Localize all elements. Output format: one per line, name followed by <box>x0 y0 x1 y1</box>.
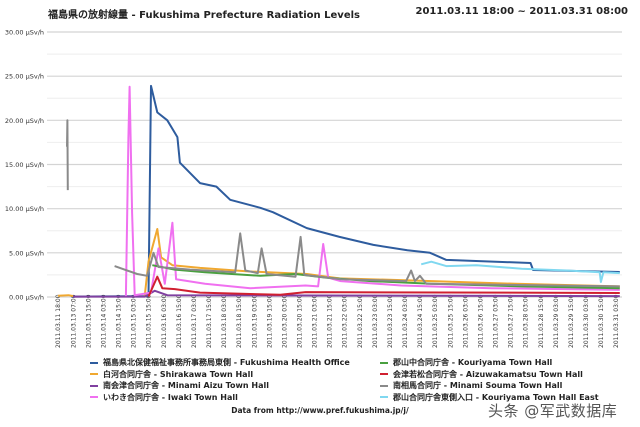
x-tick-label: 2011.03.21 15:00 <box>327 294 334 348</box>
x-tick-label: 2011.03.16 03:00 <box>161 294 168 348</box>
x-tick-label: 2011.03.23 15:00 <box>387 294 394 348</box>
legend-item: 南会津合同庁舎 - Minami Aizu Town Hall <box>90 380 269 391</box>
series-line-0 <box>71 84 620 298</box>
series-line-7 <box>420 260 620 283</box>
legend-item: 郡山中合同庁舎 - Kouriyama Town Hall <box>380 357 552 368</box>
x-tick-label: 2011.03.13 15:00 <box>85 294 92 348</box>
legend-swatch <box>380 373 388 375</box>
x-tick-label: 2011.03.27 15:00 <box>508 294 515 348</box>
legend-label: いわき合同庁舎 - Iwaki Town Hall <box>103 392 238 402</box>
chart-date-range: 2011.03.11 18:00 ~ 2011.03.31 08:00 <box>415 6 629 17</box>
legend-item: いわき合同庁舎 - Iwaki Town Hall <box>90 392 238 403</box>
x-tick-label: 2011.03.19 03:00 <box>251 294 258 348</box>
x-tick-label: 2011.03.17 15:00 <box>206 294 213 348</box>
legend-item: 白河合同庁舎 - Shirakawa Town Hall <box>90 369 253 380</box>
data-source-note: Data from http://www.pref.fukushima.jp/j… <box>231 406 409 415</box>
x-tick-label: 2011.03.22 03:00 <box>342 294 349 348</box>
radiation-line-chart: 0.00 µSv/h 5.00 µSv/h 10.00 µSv/h 15.00 µSv… <box>5 29 622 348</box>
watermark: 头条 @军武数据库 <box>488 402 618 420</box>
legend-label: 白河合同庁舎 - Shirakawa Town Hall <box>103 369 254 379</box>
x-tick-label: 2011.03.24 15:00 <box>417 294 424 348</box>
legend-label: 郡山中合同庁舎 - Kouriyama Town Hall <box>393 358 553 367</box>
x-tick-label: 2011.03.18 03:00 <box>221 294 228 348</box>
x-tick-label: 2011.03.25 15:00 <box>447 294 454 348</box>
x-tick-label: 2011.03.31 03:00 <box>613 294 620 348</box>
legend-label: 南相馬合同庁 - Minami Souma Town Hall <box>393 381 563 390</box>
legend-label: 郡山合同庁舎東側入口 - Kouriyama Town Hall East <box>393 392 599 402</box>
legend-label: 南会津合同庁舎 - Minami Aizu Town Hall <box>103 381 269 390</box>
x-tick-label: 2011.03.15 15:00 <box>146 294 153 348</box>
y-tick-label: 25.00 µSv/h <box>5 73 44 81</box>
series-line-5 <box>147 275 620 298</box>
x-tick-label: 2011.03.23 03:00 <box>372 294 379 348</box>
x-tick-label: 2011.03.22 15:00 <box>357 294 364 348</box>
x-tick-label: 2011.03.19 15:00 <box>266 294 273 348</box>
y-tick-label: 15.00 µSv/h <box>5 161 44 169</box>
x-tick-label: 2011.03.26 03:00 <box>462 294 469 348</box>
y-tick-label: 0.00 µSv/h <box>9 294 44 302</box>
x-tick-label: 2011.03.26 15:00 <box>477 294 484 348</box>
y-tick-label: 5.00 µSv/h <box>9 249 44 257</box>
series-line-2 <box>73 289 620 298</box>
legend-item: 郡山合同庁舎東側入口 - Kouriyama Town Hall East <box>380 392 599 403</box>
legend-swatch <box>380 361 388 364</box>
x-tick-label: 2011.03.27 03:00 <box>493 294 500 348</box>
x-tick-label: 2011.03.13 07:00 <box>70 294 77 348</box>
x-tick-label: 2011.03.14 03:00 <box>100 294 107 348</box>
y-tick-label: 10.00 µSv/h <box>5 205 44 213</box>
legend-swatch <box>90 384 98 387</box>
x-tick-label: 2011.03.29 03:00 <box>553 294 560 348</box>
legend-item: 会津若松合同庁舎 - Aizuwakamatsu Town Hall <box>380 369 583 380</box>
x-tick-label: 2011.03.17 03:00 <box>191 294 198 348</box>
y-tick-label: 20.00 µSv/h <box>5 117 44 125</box>
x-tick-label: 2011.03.16 15:00 <box>176 294 183 348</box>
series-line-3 <box>124 85 620 297</box>
legend-swatch <box>90 373 98 375</box>
x-tick-label: 2011.03.29 15:00 <box>568 294 575 348</box>
x-tick-label: 2011.03.28 15:00 <box>538 294 545 348</box>
legend-label: 福島県北保健福祉事務所事務局東側 - Fukushima Health Offi… <box>103 358 350 367</box>
legend-swatch <box>380 396 388 398</box>
y-tick-label: 30.00 µSv/h <box>5 29 44 37</box>
legend-item: 南相馬合同庁 - Minami Souma Town Hall <box>380 380 562 391</box>
legend-swatch <box>380 384 388 387</box>
legend-item: 福島県北保健福祉事務所事務局東側 - Fukushima Health Offi… <box>90 357 350 368</box>
x-tick-label: 2011.03.21 03:00 <box>312 294 319 348</box>
x-tick-label: 2011.03.14 15:00 <box>116 294 123 348</box>
x-tick-label: 2011.03.11 18:00 <box>55 294 62 348</box>
x-tick-label: 2011.03.28 03:00 <box>523 294 530 348</box>
x-tick-label: 2011.03.15 03:00 <box>131 294 138 348</box>
x-tick-label: 2011.03.30 15:00 <box>598 294 605 348</box>
legend-label: 会津若松合同庁舎 - Aizuwakamatsu Town Hall <box>393 369 583 379</box>
x-tick-label: 2011.03.18 15:00 <box>236 294 243 348</box>
x-tick-label: 2011.03.25 03:00 <box>432 294 439 348</box>
series-line-6 <box>66 119 620 288</box>
x-tick-label: 2011.03.30 03:00 <box>583 294 590 348</box>
legend-swatch <box>90 361 98 364</box>
legend-swatch <box>90 396 98 398</box>
x-tick-label: 2011.03.20 03:00 <box>281 294 288 348</box>
chart-title: 福島県の放射線量 - Fukushima Prefecture Radiatio… <box>48 10 360 21</box>
x-tick-label: 2011.03.24 03:00 <box>402 294 409 348</box>
x-tick-label: 2011.03.20 15:00 <box>296 294 303 348</box>
